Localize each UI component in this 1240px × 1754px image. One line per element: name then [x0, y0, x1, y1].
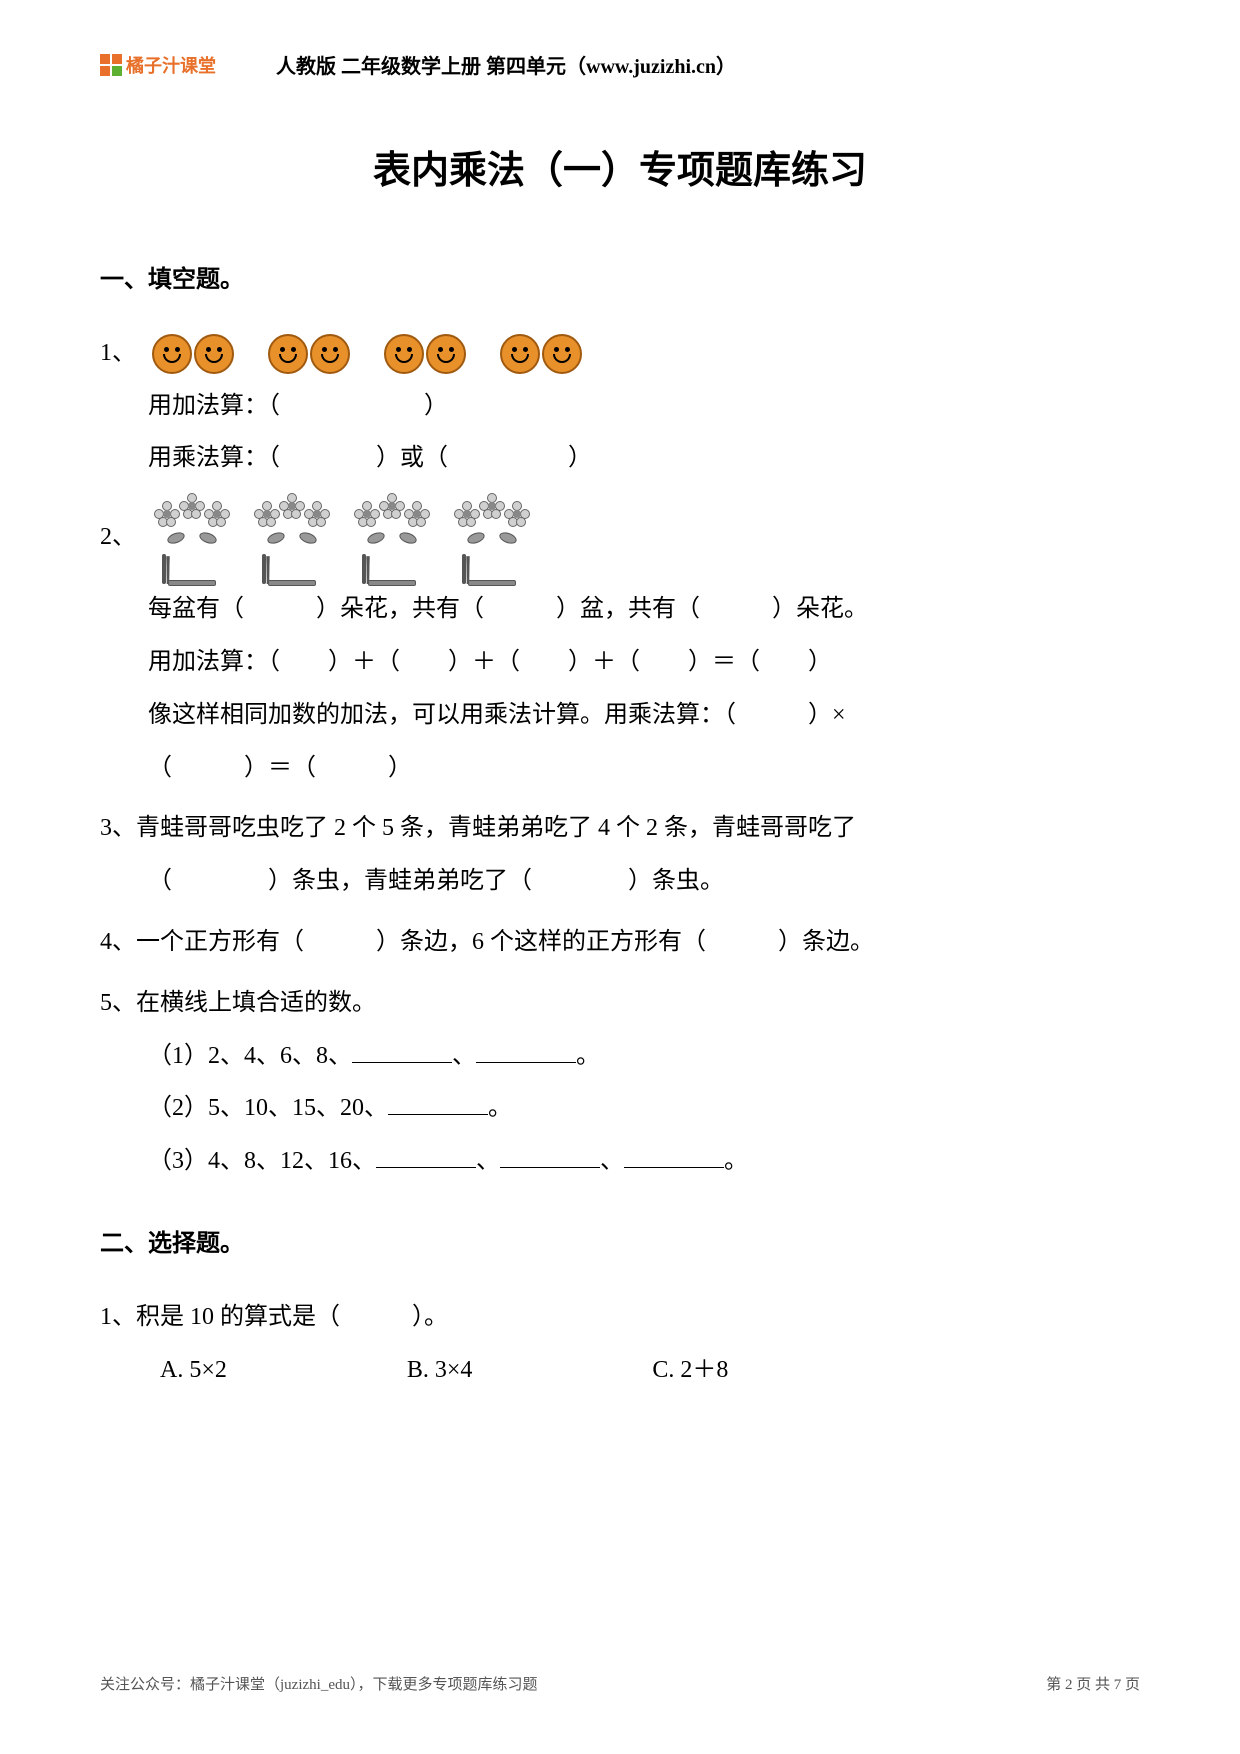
- question-1: 1、 用加法算：（ ）: [100, 327, 1140, 485]
- q5-text: 5、在横线上填合适的数。: [100, 977, 1140, 1030]
- q5-sub3-mid1: 、: [476, 1148, 500, 1174]
- question-3: 3、青蛙哥哥吃虫吃了 2 个 5 条，青蛙弟弟吃了 4 个 2 条，青蛙哥哥吃了…: [100, 802, 1140, 908]
- choice-b: B. 3×4: [407, 1344, 473, 1397]
- section1-heading: 一、填空题。: [100, 254, 1140, 307]
- page: 橘子汁课堂 人教版 二年级数学上册 第四单元（www.juzizhi.cn） 表…: [0, 0, 1240, 1754]
- smiley-row: [152, 334, 612, 374]
- q5-sub1: （1）2、4、6、8、 、 。: [100, 1030, 1140, 1083]
- flowerpot-icon: [252, 493, 332, 583]
- blank-line: [376, 1146, 476, 1168]
- q5-sub3-prefix: （3）4、8、12、16、: [148, 1148, 376, 1174]
- smiley-group: [268, 334, 350, 374]
- q1-line1: 用加法算：（ ）: [100, 380, 1140, 433]
- s2-q1-choices: A. 5×2 B. 3×4 C. 2＋8: [100, 1344, 1140, 1397]
- flowerpot-row: [152, 493, 532, 583]
- smiley-icon: [268, 334, 308, 374]
- q5-sub2-prefix: （2）5、10、15、20、: [148, 1095, 388, 1121]
- s2-q1-text: 1、积是 10 的算式是（ ）。: [100, 1291, 1140, 1344]
- blank-line: [352, 1041, 452, 1063]
- logo-text: 橘子汁课堂: [126, 52, 216, 78]
- q5-sub2-end: 。: [488, 1095, 512, 1121]
- smiley-group: [384, 334, 466, 374]
- question-2: 2、: [100, 493, 1140, 794]
- q2-line2: 用加法算：（ ）＋（ ）＋（ ）＋（ ）＝（ ）: [100, 636, 1140, 689]
- content: 一、填空题。 1、: [100, 254, 1140, 1396]
- header-breadcrumb: 人教版 二年级数学上册 第四单元（www.juzizhi.cn）: [276, 50, 736, 79]
- q2-line3: 像这样相同加数的加法，可以用乘法计算。用乘法算：（ ）×: [100, 689, 1140, 742]
- footer-right: 第 2 页 共 7 页: [1046, 1673, 1140, 1694]
- flowerpot-icon: [452, 493, 532, 583]
- flowerpot-icon: [152, 493, 232, 583]
- page-header: 橘子汁课堂 人教版 二年级数学上册 第四单元（www.juzizhi.cn）: [100, 50, 1140, 79]
- blank-line: [388, 1093, 488, 1115]
- q5-sub1-end: 。: [576, 1043, 600, 1069]
- blank-line: [476, 1041, 576, 1063]
- q3-line2: （ ）条虫，青蛙弟弟吃了（ ）条虫。: [100, 855, 1140, 908]
- choice-c: C. 2＋8: [652, 1344, 728, 1397]
- page-title: 表内乘法（一）专项题库练习: [100, 139, 1140, 194]
- smiley-icon: [384, 334, 424, 374]
- q5-sub1-prefix: （1）2、4、6、8、: [148, 1043, 352, 1069]
- smiley-icon: [152, 334, 192, 374]
- smiley-icon: [310, 334, 350, 374]
- section2-heading: 二、选择题。: [100, 1218, 1140, 1271]
- logo-icon: [100, 54, 122, 76]
- section2-question-1: 1、积是 10 的算式是（ ）。 A. 5×2 B. 3×4 C. 2＋8: [100, 1291, 1140, 1397]
- smiley-group: [500, 334, 582, 374]
- q2-line1: 每盆有（ ）朵花，共有（ ）盆，共有（ ）朵花。: [100, 583, 1140, 636]
- q5-sub3: （3）4、8、12、16、 、 、 。: [100, 1135, 1140, 1188]
- q5-sub1-mid: 、: [452, 1043, 476, 1069]
- smiley-group: [152, 334, 234, 374]
- logo: 橘子汁课堂: [100, 52, 216, 78]
- flowerpot-icon: [352, 493, 432, 583]
- smiley-icon: [194, 334, 234, 374]
- smiley-icon: [500, 334, 540, 374]
- q3-line1: 3、青蛙哥哥吃虫吃了 2 个 5 条，青蛙弟弟吃了 4 个 2 条，青蛙哥哥吃了: [100, 802, 1140, 855]
- q5-sub3-end: 。: [724, 1148, 748, 1174]
- q1-num: 1、: [100, 327, 136, 380]
- blank-line: [500, 1146, 600, 1168]
- question-5: 5、在横线上填合适的数。 （1）2、4、6、8、、。 （2）5、10、15、20…: [100, 977, 1140, 1188]
- q5-sub3-mid2: 、: [600, 1148, 624, 1174]
- q5-sub2: （2）5、10、15、20、 。: [100, 1082, 1140, 1135]
- question-4: 4、一个正方形有（ ）条边，6 个这样的正方形有（ ）条边。: [100, 916, 1140, 969]
- q2-num: 2、: [100, 511, 136, 564]
- smiley-icon: [542, 334, 582, 374]
- smiley-icon: [426, 334, 466, 374]
- page-footer: 关注公众号：橘子汁课堂（juzizhi_edu），下载更多专项题库练习题 第 2…: [100, 1673, 1140, 1694]
- blank-line: [624, 1146, 724, 1168]
- choice-a: A. 5×2: [160, 1344, 227, 1397]
- q1-line2: 用乘法算：（ ）或（ ）: [100, 432, 1140, 485]
- footer-left: 关注公众号：橘子汁课堂（juzizhi_edu），下载更多专项题库练习题: [100, 1673, 537, 1694]
- q2-line4: （ ）＝（ ）: [100, 742, 1140, 795]
- q4-text: 4、一个正方形有（ ）条边，6 个这样的正方形有（ ）条边。: [100, 916, 1140, 969]
